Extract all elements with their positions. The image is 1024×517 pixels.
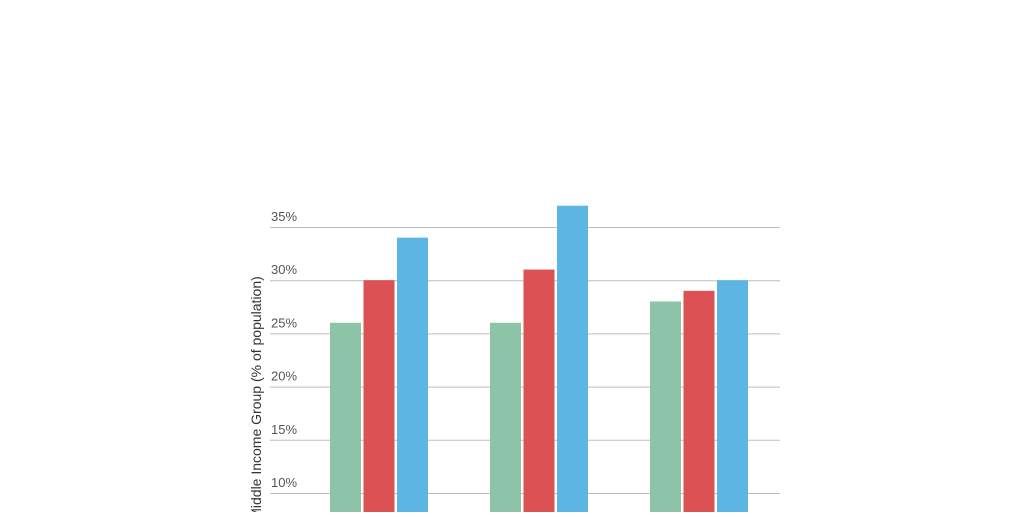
bar-series3-group2 [557,205,588,512]
bar-series1-group2 [490,322,521,512]
bar-series2-group3 [683,290,715,512]
y-tick-label: 15% [271,422,297,437]
bar-series1-group1 [330,322,361,512]
y-axis-title: Middle Income Group (% of population) [248,276,264,512]
y-tick-label: 35% [271,209,297,224]
bars [330,205,748,512]
y-tick-label: 20% [271,369,297,384]
bar-series3-group1 [397,237,428,512]
y-tick-label: 25% [271,315,297,330]
bar-series2-group1 [363,280,395,512]
bar-series1-group3 [650,301,681,512]
y-tick-label: 30% [271,262,297,277]
bar-series3-group3 [717,280,748,512]
y-tick-label: 10% [271,475,297,490]
y-tick-labels: 10% 15% 20% 25% 30% 35% [271,209,297,490]
bar-series2-group2 [523,269,555,512]
